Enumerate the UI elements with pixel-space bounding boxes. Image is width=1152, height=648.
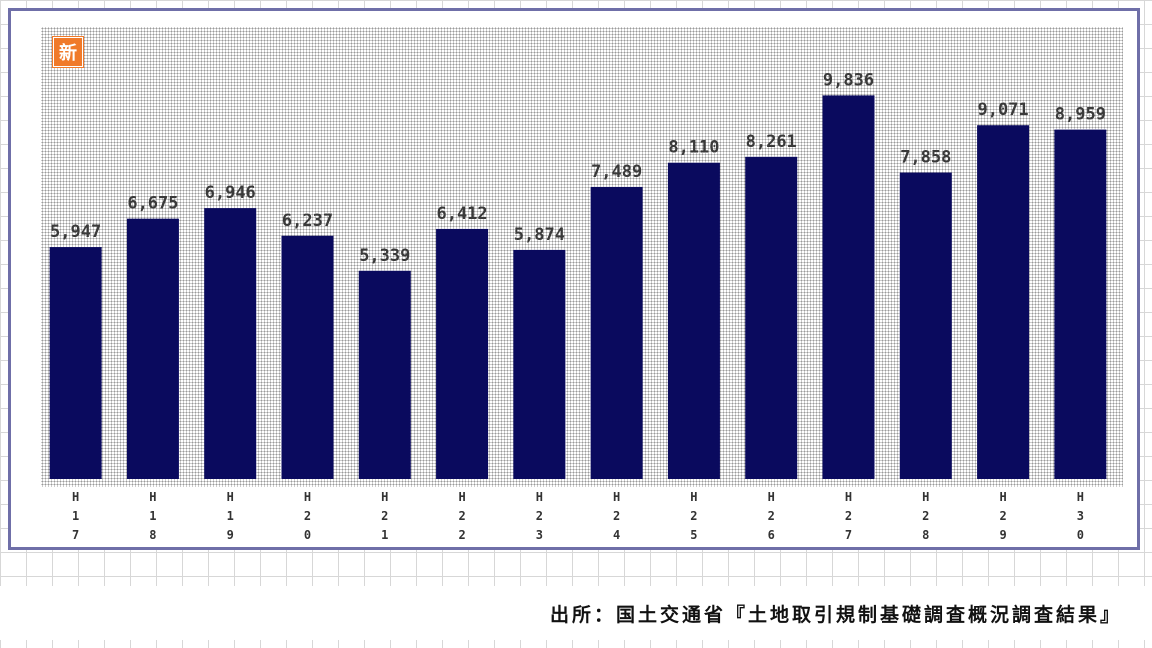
source-note: 出所：国土交通省『土地取引規制基礎調査概況調査結果』 <box>549 604 1122 626</box>
bar-H28 <box>899 172 952 479</box>
bar-chart: 5,947 H 1 7 6,675 H 1 8 6,946 H 1 9 6,237 H 2 0 5,339 H 2 1… <box>49 70 1107 542</box>
bar-H30 <box>1054 129 1107 479</box>
data-label-H25: 8,110 <box>668 138 719 158</box>
data-label-H24: 7,489 <box>591 162 642 182</box>
bar-H29 <box>977 125 1030 479</box>
data-label-H26: 8,261 <box>746 132 797 152</box>
data-label-H29: 9,071 <box>977 100 1028 120</box>
bar-H26 <box>745 156 798 480</box>
data-label-H18: 6,675 <box>127 194 178 214</box>
data-label-H23: 5,874 <box>514 225 565 245</box>
bar-H23 <box>513 249 566 479</box>
bar-H25 <box>667 162 720 479</box>
data-label-H19: 6,946 <box>205 183 256 203</box>
bar-H18 <box>126 218 179 480</box>
bar-H19 <box>204 208 257 479</box>
bar-H21 <box>358 270 411 479</box>
data-label-H27: 9,836 <box>823 70 874 90</box>
bar-H17 <box>49 247 102 479</box>
bar-H20 <box>281 235 334 479</box>
data-label-H20: 6,237 <box>282 211 333 231</box>
source-footer: 出所：国土交通省『土地取引規制基礎調査概況調査結果』 <box>0 586 1152 640</box>
data-label-H30: 8,959 <box>1055 105 1106 125</box>
new-badge-icon: 新 <box>53 37 83 67</box>
bar-H27 <box>822 95 875 480</box>
data-label-H21: 5,339 <box>359 246 410 266</box>
chart-frame: 新 5,947 H 1 7 6,675 H 1 8 6,946 H 1 9 6,237 H 2 0 5,339 H… <box>8 8 1140 550</box>
bar-H22 <box>436 228 489 479</box>
data-label-H28: 7,858 <box>900 148 951 168</box>
data-label-H17: 5,947 <box>50 222 101 242</box>
bar-H24 <box>590 186 643 479</box>
data-label-H22: 6,412 <box>436 204 487 224</box>
